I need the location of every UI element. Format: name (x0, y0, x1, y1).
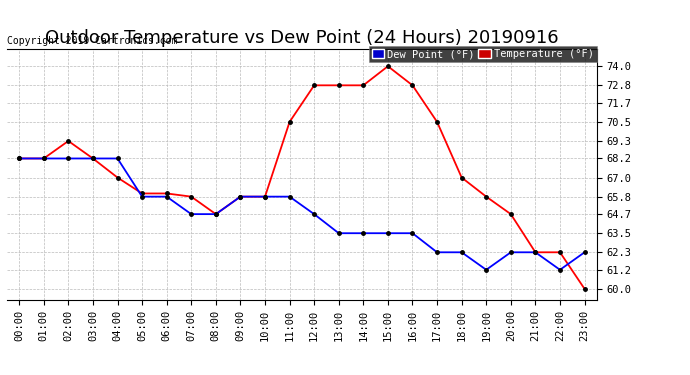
Text: Copyright 2019 Cartronics.com: Copyright 2019 Cartronics.com (7, 36, 177, 46)
Legend: Dew Point (°F), Temperature (°F): Dew Point (°F), Temperature (°F) (368, 46, 597, 63)
Title: Outdoor Temperature vs Dew Point (24 Hours) 20190916: Outdoor Temperature vs Dew Point (24 Hou… (45, 29, 559, 47)
